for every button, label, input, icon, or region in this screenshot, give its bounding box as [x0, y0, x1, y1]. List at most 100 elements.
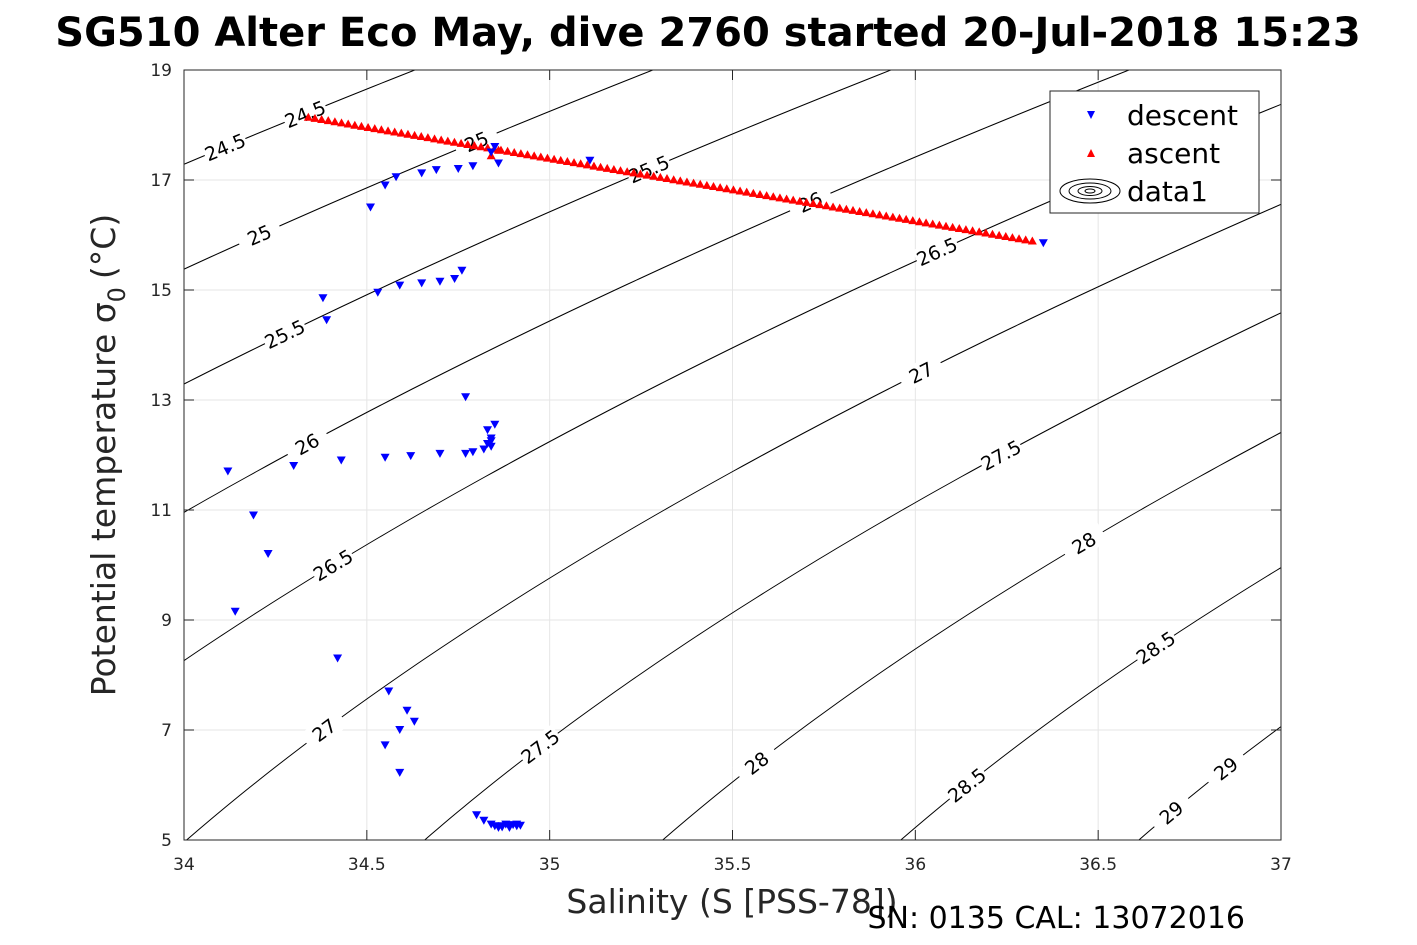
- ascent-point: [921, 218, 931, 227]
- ascent-point: [1007, 233, 1017, 242]
- legend-ascent-marker: [1087, 149, 1095, 157]
- ascent-point: [503, 146, 513, 155]
- descent-point: [468, 448, 478, 457]
- descent-point: [493, 159, 503, 168]
- ascent-point: [702, 180, 712, 189]
- x-tick-label: 34.5: [348, 855, 386, 875]
- ascent-point: [463, 139, 473, 148]
- contour-label-bg: [896, 352, 946, 393]
- ascent-point: [861, 208, 871, 217]
- legend-descent-label: descent: [1127, 99, 1238, 132]
- ascent-point: [788, 195, 798, 204]
- ascent-point: [1014, 234, 1024, 243]
- y-tick-label: 15: [150, 281, 172, 301]
- contour-label-bg: [451, 122, 501, 161]
- ascent-point: [709, 182, 719, 191]
- ascent-point: [616, 166, 626, 175]
- ascent-point: [423, 133, 433, 142]
- ascent-point: [682, 177, 692, 186]
- descent-point: [384, 687, 394, 696]
- ascent-point: [994, 230, 1004, 239]
- ascent-point: [323, 116, 333, 125]
- ascent-point: [961, 225, 971, 234]
- ascent-point: [722, 184, 732, 193]
- ascent-point: [715, 183, 725, 192]
- y-tick-label: 13: [150, 391, 172, 411]
- descent-point: [395, 281, 405, 290]
- y-tick-label: 9: [161, 611, 172, 631]
- ascent-point: [941, 221, 951, 230]
- y-axis-label-main: Potential temperature σ: [84, 302, 123, 696]
- ascent-point: [456, 138, 466, 147]
- descent-point: [468, 162, 478, 171]
- ascent-point: [576, 159, 586, 168]
- ascent-point: [948, 222, 958, 231]
- ascent-point: [635, 169, 645, 178]
- descent-point: [486, 442, 496, 451]
- descent-point: [461, 393, 471, 402]
- descent-point: [490, 420, 500, 429]
- ascent-point: [469, 141, 479, 150]
- descent-point: [483, 426, 493, 435]
- ascent-point: [476, 142, 486, 151]
- ascent-point: [662, 174, 672, 183]
- ascent-point: [582, 160, 592, 169]
- x-axis-ticks: 34 34.5 35 35.5 36 36.5 37: [173, 70, 1292, 875]
- descent-point: [380, 181, 390, 190]
- ascent-point: [742, 187, 752, 196]
- descent-point: [380, 741, 390, 750]
- descent-point: [263, 550, 273, 558]
- ascent-point: [403, 129, 413, 138]
- y-axis-ticks: 5 7 9 11 13 15 17 19: [150, 61, 1281, 851]
- x-tick-label: 36: [905, 855, 927, 875]
- descent-point: [230, 607, 240, 616]
- ascent-point: [782, 194, 792, 203]
- ascent-point: [383, 126, 393, 135]
- descent-point: [336, 456, 346, 465]
- ascent-point: [303, 112, 313, 121]
- descent-point: [333, 654, 343, 663]
- contour-label-bg: [1147, 789, 1196, 836]
- ascent-point: [356, 121, 366, 130]
- x-tick-label: 35: [539, 855, 561, 875]
- ascent-point: [523, 150, 533, 159]
- ascent-point: [416, 132, 426, 141]
- ascent-point: [974, 227, 984, 236]
- descent-point: [431, 166, 441, 175]
- descent-point: [289, 462, 299, 470]
- ascent-point: [1027, 236, 1037, 245]
- descent-point: [435, 277, 445, 286]
- contour-label-bg: [732, 740, 781, 786]
- footer-serial-cal: SN: 0135 CAL: 13072016: [867, 901, 1245, 936]
- ascent-point: [808, 199, 818, 208]
- contour-label-bg: [260, 314, 310, 354]
- ascent-point: [516, 149, 526, 158]
- x-axis-label: Salinity (S [PSS-78]): [566, 882, 897, 921]
- ascent-point: [735, 186, 745, 195]
- contour-label-bg: [976, 434, 1026, 476]
- descent-point: [380, 453, 390, 462]
- contour-label-bg: [1131, 626, 1181, 669]
- descent-point: [223, 467, 233, 476]
- contour-label-bg: [1201, 746, 1250, 791]
- descent-point: [1038, 239, 1048, 248]
- ascent-point: [841, 204, 851, 213]
- ascent-point: [602, 163, 612, 172]
- descent-point: [373, 288, 383, 297]
- ascent-point: [954, 224, 964, 233]
- ascent-point: [728, 185, 738, 194]
- density-contour-line: [661, 431, 1281, 840]
- ascent-point: [609, 164, 619, 173]
- ascent-point: [330, 117, 340, 126]
- descent-series: [223, 143, 1048, 832]
- ascent-point: [1001, 231, 1011, 240]
- ascent-point: [1021, 235, 1031, 244]
- ascent-point: [449, 137, 459, 146]
- contour-label-bg: [299, 708, 349, 752]
- ascent-point: [775, 193, 785, 202]
- ascent-point: [815, 200, 825, 209]
- ascent-point: [768, 192, 778, 201]
- ascent-point: [914, 217, 924, 226]
- ascent-point: [317, 115, 327, 124]
- descent-point: [479, 445, 489, 454]
